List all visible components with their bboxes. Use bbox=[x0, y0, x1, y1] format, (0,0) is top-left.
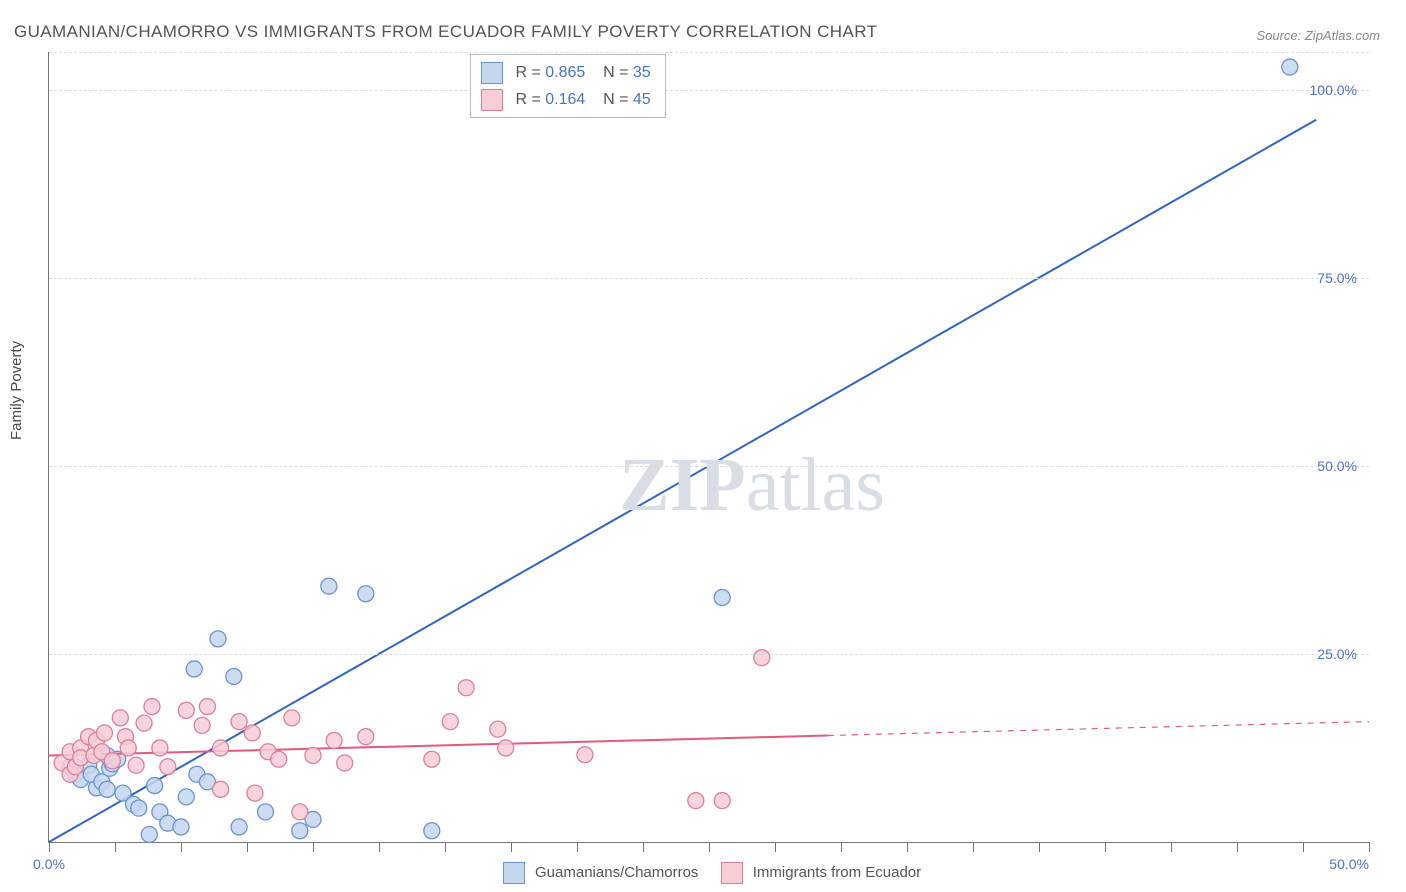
bottom-legend: Guamanians/Chamorros Immigrants from Ecu… bbox=[0, 862, 1406, 884]
stats-swatch-a bbox=[481, 62, 503, 84]
data-point bbox=[358, 586, 374, 602]
data-point bbox=[136, 715, 152, 731]
data-point bbox=[424, 751, 440, 767]
data-point bbox=[271, 751, 287, 767]
legend-label-a: Guamanians/Chamorros bbox=[535, 864, 698, 881]
data-point bbox=[337, 755, 353, 771]
correlation-stats-box: R = 0.865 N = 35 R = 0.164 N = 45 bbox=[470, 54, 666, 118]
data-point bbox=[173, 819, 189, 835]
stats-row-series-a: R = 0.865 N = 35 bbox=[481, 59, 651, 86]
data-point bbox=[226, 668, 242, 684]
data-point bbox=[104, 753, 120, 769]
data-point bbox=[424, 823, 440, 839]
watermark: ZIPatlas bbox=[619, 442, 885, 529]
data-point bbox=[358, 729, 374, 745]
data-point bbox=[326, 732, 342, 748]
data-point bbox=[442, 714, 458, 730]
data-point bbox=[96, 725, 112, 741]
data-point bbox=[131, 800, 147, 816]
data-point bbox=[128, 757, 144, 773]
data-point bbox=[231, 714, 247, 730]
data-point bbox=[231, 819, 247, 835]
data-point bbox=[178, 789, 194, 805]
data-point bbox=[257, 804, 273, 820]
legend-swatch-b bbox=[721, 862, 743, 884]
data-point bbox=[305, 747, 321, 763]
data-point bbox=[284, 710, 300, 726]
source-attribution: Source: ZipAtlas.com bbox=[1256, 28, 1380, 43]
data-point bbox=[152, 740, 168, 756]
y-tick-label: 100.0% bbox=[1310, 82, 1357, 98]
data-point bbox=[714, 589, 730, 605]
data-point bbox=[321, 578, 337, 594]
legend-label-b: Immigrants from Ecuador bbox=[753, 864, 921, 881]
stats-swatch-b bbox=[481, 89, 503, 111]
data-point bbox=[213, 781, 229, 797]
data-point bbox=[186, 661, 202, 677]
stats-row-series-b: R = 0.164 N = 45 bbox=[481, 86, 651, 113]
data-point bbox=[244, 725, 260, 741]
data-point bbox=[213, 740, 229, 756]
data-point bbox=[498, 740, 514, 756]
data-point bbox=[490, 721, 506, 737]
y-axis-label: Family Poverty bbox=[8, 341, 25, 440]
data-point bbox=[292, 823, 308, 839]
y-tick-label: 50.0% bbox=[1317, 458, 1357, 474]
data-point bbox=[458, 680, 474, 696]
y-tick-label: 25.0% bbox=[1317, 646, 1357, 662]
data-point bbox=[160, 759, 176, 775]
data-point bbox=[292, 804, 308, 820]
data-point bbox=[247, 785, 263, 801]
data-point bbox=[99, 781, 115, 797]
data-point bbox=[147, 778, 163, 794]
data-point bbox=[714, 793, 730, 809]
data-point bbox=[120, 740, 136, 756]
chart-title: GUAMANIAN/CHAMORRO VS IMMIGRANTS FROM EC… bbox=[14, 22, 877, 42]
data-point bbox=[1282, 59, 1298, 75]
y-tick-label: 75.0% bbox=[1317, 270, 1357, 286]
data-point bbox=[199, 699, 215, 715]
data-point bbox=[210, 631, 226, 647]
data-point bbox=[194, 717, 210, 733]
data-point bbox=[112, 710, 128, 726]
plot-area: ZIPatlas 25.0%50.0%75.0%100.0%0.0%50.0% bbox=[48, 52, 1369, 843]
data-point bbox=[141, 826, 157, 842]
data-point bbox=[577, 747, 593, 763]
data-point bbox=[688, 793, 704, 809]
legend-swatch-a bbox=[503, 862, 525, 884]
data-point bbox=[144, 699, 160, 715]
data-point bbox=[178, 702, 194, 718]
data-point bbox=[754, 650, 770, 666]
